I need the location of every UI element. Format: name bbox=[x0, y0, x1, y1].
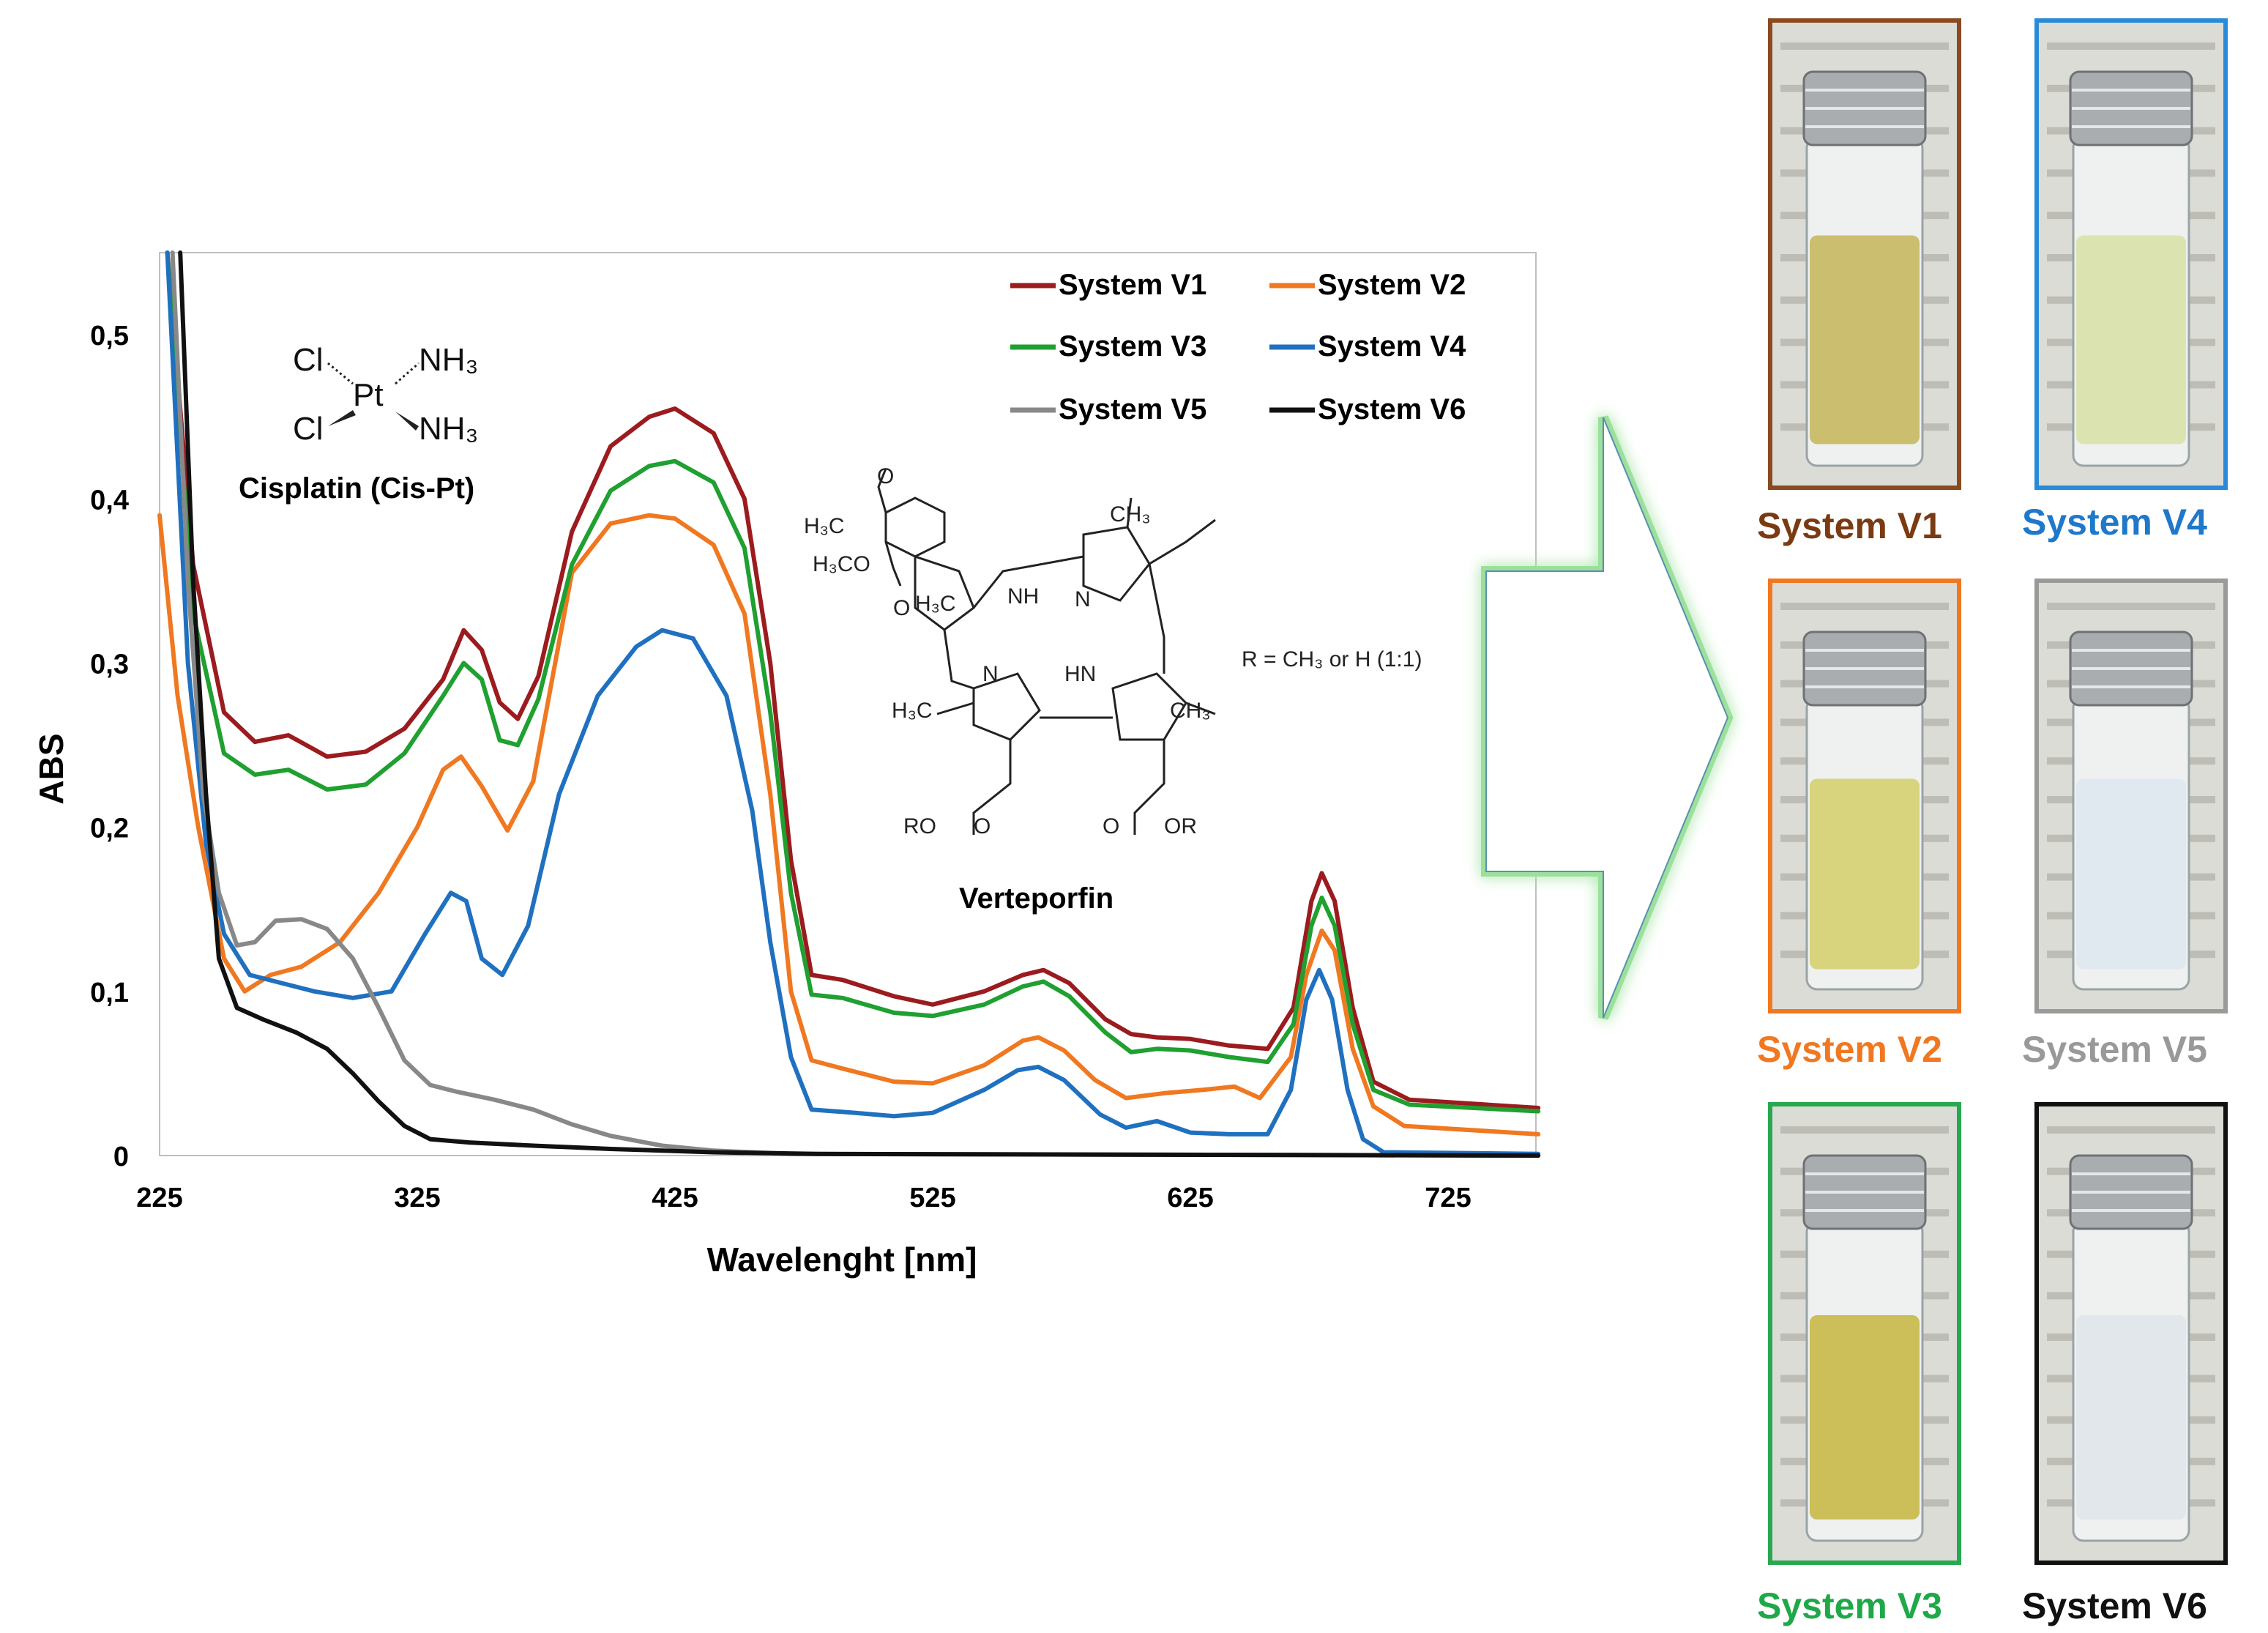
vial-liquid bbox=[2076, 778, 2186, 970]
verteporfin-h3co: H₃CO bbox=[813, 552, 870, 576]
verteporfin-n: N bbox=[1075, 587, 1091, 611]
verteporfin-r-group: R = CH₃ or H (1:1) bbox=[1242, 647, 1422, 672]
vial-photo: System V2 bbox=[1757, 579, 1961, 1070]
x-tick-label: 225 bbox=[136, 1183, 182, 1213]
verteporfin-nh: NH bbox=[1007, 584, 1039, 609]
y-tick-label: 0 bbox=[113, 1142, 129, 1172]
legend-label: System V3 bbox=[1059, 330, 1206, 362]
vial-caption: System V4 bbox=[2022, 502, 2207, 543]
background-text-line bbox=[2047, 603, 2215, 610]
background-text-line bbox=[1780, 603, 1949, 610]
series-line-v1 bbox=[165, 250, 1541, 1110]
cisplatin-pt: Pt bbox=[353, 377, 384, 413]
vial-liquid bbox=[2076, 235, 2186, 444]
vial-liquid bbox=[1810, 778, 1920, 970]
legend-label: System V5 bbox=[1059, 393, 1206, 425]
x-tick-label: 625 bbox=[1167, 1183, 1213, 1213]
cisplatin-nh3-bottom: NH₃ bbox=[419, 411, 478, 447]
y-tick-label: 0,4 bbox=[90, 485, 129, 516]
verteporfin-o: O bbox=[974, 814, 991, 838]
vial-photo: System V6 bbox=[2022, 1102, 2228, 1626]
vial-caption: System V5 bbox=[2022, 1029, 2207, 1070]
cisplatin-structure: Cl Cl Pt NH₃ NH₃ Cisplatin (Cis-Pt) bbox=[239, 342, 478, 505]
verteporfin-ch3-right: CH₃ bbox=[1170, 699, 1211, 723]
verteporfin-n: N bbox=[982, 662, 999, 686]
verteporfin-hn: HN bbox=[1064, 662, 1096, 686]
cisplatin-name: Cisplatin (Cis-Pt) bbox=[239, 472, 474, 505]
legend-label: System V1 bbox=[1059, 269, 1206, 301]
vial-caption: System V1 bbox=[1757, 505, 1942, 546]
cisplatin-wedge-bond bbox=[395, 412, 419, 431]
legend-label: System V6 bbox=[1318, 393, 1466, 425]
cisplatin-cl-top: Cl bbox=[293, 342, 324, 378]
verteporfin-or: OR bbox=[1164, 814, 1197, 838]
y-axis-ticks: 0 0,1 0,2 0,3 0,4 0,5 bbox=[90, 321, 129, 1172]
verteporfin-name: Verteporfin bbox=[959, 882, 1114, 915]
vial-photos: System V1 System V4 System V2 System V5 Syst… bbox=[1757, 18, 2228, 1626]
verteporfin-structure: H₃C H₃CO O O H₃C NH N CH₃ N HN H₃C CH₃ R… bbox=[804, 464, 1422, 915]
verteporfin-o: O bbox=[877, 464, 894, 488]
verteporfin-h3co-top: H₃C bbox=[804, 514, 845, 538]
background-text-line bbox=[2047, 1126, 2215, 1134]
vial-photo: System V3 bbox=[1757, 1102, 1961, 1626]
background-text-line bbox=[1780, 1126, 1949, 1134]
vial-caption: System V6 bbox=[2022, 1585, 2207, 1626]
legend-label: System V2 bbox=[1318, 269, 1466, 301]
verteporfin-o: O bbox=[893, 596, 910, 620]
arrow-icon bbox=[1485, 417, 1729, 1019]
series-line-v2 bbox=[157, 513, 1541, 1137]
vial-caption: System V3 bbox=[1757, 1585, 1942, 1626]
y-axis-label: ABS bbox=[32, 733, 70, 804]
vial-photo: System V5 bbox=[2022, 579, 2228, 1070]
cisplatin-wedge-bond bbox=[328, 410, 356, 426]
verteporfin-o: O bbox=[1103, 814, 1119, 838]
x-tick-label: 725 bbox=[1425, 1183, 1471, 1213]
verteporfin-h3c-left: H₃C bbox=[892, 699, 933, 723]
x-tick-label: 425 bbox=[652, 1183, 698, 1213]
cisplatin-hash-bond bbox=[395, 362, 419, 385]
vial-liquid bbox=[1810, 235, 1920, 444]
vial-photo: System V4 bbox=[2022, 18, 2228, 543]
x-axis-ticks: 225 325 425 525 625 725 bbox=[136, 1183, 1471, 1213]
y-tick-label: 0,1 bbox=[90, 978, 129, 1008]
y-tick-label: 0,5 bbox=[90, 321, 129, 351]
vial-liquid bbox=[1810, 1314, 1920, 1519]
series-line-v6 bbox=[178, 250, 1541, 1158]
vial-photo: System V1 bbox=[1757, 18, 1961, 546]
vial-caption: System V2 bbox=[1757, 1029, 1942, 1070]
x-tick-label: 325 bbox=[394, 1183, 440, 1213]
background-text-line bbox=[1780, 42, 1949, 50]
x-axis-label: Wavelenght [nm] bbox=[707, 1240, 977, 1279]
legend: System V1 System V2 System V3 System V4 Syst… bbox=[1010, 269, 1466, 425]
verteporfin-ro: RO bbox=[903, 814, 936, 838]
cisplatin-cl-bottom: Cl bbox=[293, 411, 324, 447]
verteporfin-ch3-top: CH₃ bbox=[1110, 502, 1151, 527]
vial-liquid bbox=[2076, 1314, 2186, 1519]
cisplatin-hash-bond bbox=[327, 362, 354, 385]
y-tick-label: 0,2 bbox=[90, 814, 129, 844]
y-tick-label: 0,3 bbox=[90, 649, 129, 680]
verteporfin-h3c-mid: H₃C bbox=[915, 592, 956, 616]
series-line-v5 bbox=[170, 250, 1541, 1158]
cisplatin-nh3-top: NH₃ bbox=[419, 342, 478, 378]
background-text-line bbox=[2047, 42, 2215, 50]
x-tick-label: 525 bbox=[909, 1183, 955, 1213]
legend-label: System V4 bbox=[1318, 330, 1466, 362]
series-lines bbox=[157, 250, 1541, 1158]
series-line-v3 bbox=[165, 250, 1541, 1114]
